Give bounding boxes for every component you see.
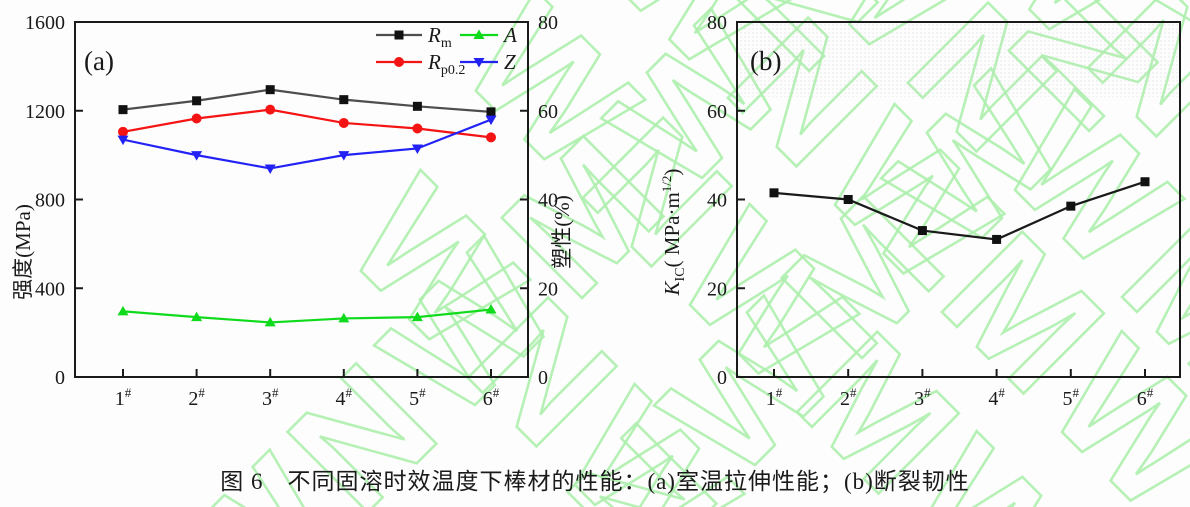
series-Z-marker [485,115,497,126]
x-tick-label: 3# [914,385,931,410]
series-Rp0.2-marker [412,123,423,134]
legend-label: A [502,23,517,47]
y-tick-label: 20 [707,278,727,300]
x-tick-label: 3# [262,385,279,410]
series-A-marker [338,312,350,323]
series-Rm-marker [486,107,496,117]
series-A-marker [485,304,497,314]
legend-label: Rm [427,23,452,51]
figure-caption: 图 6 不同固溶时效温度下棒材的性能：(a)室温拉伸性能；(b)断裂韧性 [220,469,970,494]
y-tick-label: 40 [538,190,558,212]
y-tick-label: 60 [707,101,727,123]
series-Rm-line [122,88,492,113]
right-axis-title: 塑性(%) [550,195,574,268]
panel-label-a: (a) [84,46,114,76]
texture-band [738,23,1179,97]
panel-label-b: (b) [750,46,781,76]
x-tick-label: 1# [766,385,783,410]
legend-item-Z: Z [460,50,516,74]
series-Z-marker [191,151,203,161]
y-tick-label: 60 [538,101,558,123]
series-A-marker [411,311,423,322]
series-Z-line [122,118,492,170]
legend-marker [394,57,404,67]
series-KIC-marker [1066,201,1076,211]
series-A-marker [117,305,129,316]
y-tick-label: 80 [538,12,558,34]
legend-item-A: A [460,23,517,47]
x-tick-label: 5# [409,385,426,410]
y-axis-title: KIC( MPa·m1/2) [659,169,688,297]
series-KIC-marker [917,226,927,236]
series-KIC-marker [992,234,1002,244]
series-Rp0.2-marker [118,126,128,137]
series-A-line [122,308,492,324]
x-tick-label: 2# [840,385,857,410]
legend-item-Rp0.2: Rp0.2 [376,50,465,78]
series-Rm-marker [265,85,275,95]
series-Rp0.2-marker [265,104,276,115]
legend-label: Rp0.2 [427,50,465,78]
chart-b: 0 20 40 60 80 1# 2# 3# 4# 5# 6# KIC( MPa·m1/2) (b) [659,12,1181,410]
series-Rm-marker [118,105,128,115]
x-tick-label: 1# [115,385,132,410]
series-KIC-marker [843,195,853,204]
series-KIC-marker [769,188,779,198]
y-tick-label: 40 [707,190,727,212]
legend-marker [394,30,404,40]
series-Rp0.2-marker [338,117,349,128]
x-tick-label: 5# [1063,385,1080,410]
left-axis-title: 强度(MPa) [11,204,35,300]
y-tick-label: 800 [35,190,65,212]
legend-marker [473,58,485,68]
series-Z-marker [264,164,276,174]
series-A-marker [191,311,203,322]
series-Z-marker [338,151,350,161]
legend-marker [473,29,485,39]
series-Z-marker [117,135,129,146]
series-Rp0.2-marker [191,113,202,124]
x-tick-label: 6# [1137,385,1154,410]
series-KIC-marker [1140,177,1150,187]
x-tick-label: 4# [336,385,353,410]
y-tick-label: 80 [707,12,727,34]
y-tick-label: 0 [538,367,548,389]
y-tick-label: 400 [35,278,65,300]
legend-item-Rm: Rm [376,23,452,51]
series-Rm-marker [192,96,202,106]
legend-label: Z [504,50,516,74]
y-tick-label: 20 [538,278,558,300]
y-tick-label: 0 [55,367,65,389]
series-Rm-marker [339,95,349,105]
x-tick-label: 4# [988,385,1005,410]
series-Z-marker [411,144,423,154]
y-tick-label: 1600 [25,12,65,34]
y-tick-label: 0 [717,367,727,389]
series-KIC-line [773,180,1146,241]
x-tick-label: 6# [483,385,500,410]
series-Rp0.2-line [122,108,492,139]
series-A-marker [264,316,276,327]
y-tick-label: 1200 [25,101,65,123]
x-tick-label: 2# [188,385,205,410]
series-Rm-marker [412,101,422,111]
series-Rp0.2-marker [486,132,496,143]
chart-a: 0 400 800 1200 1600 0 20 40 60 80 1# 2# 3# 4# 5# 6# 强度(M… [11,12,574,410]
